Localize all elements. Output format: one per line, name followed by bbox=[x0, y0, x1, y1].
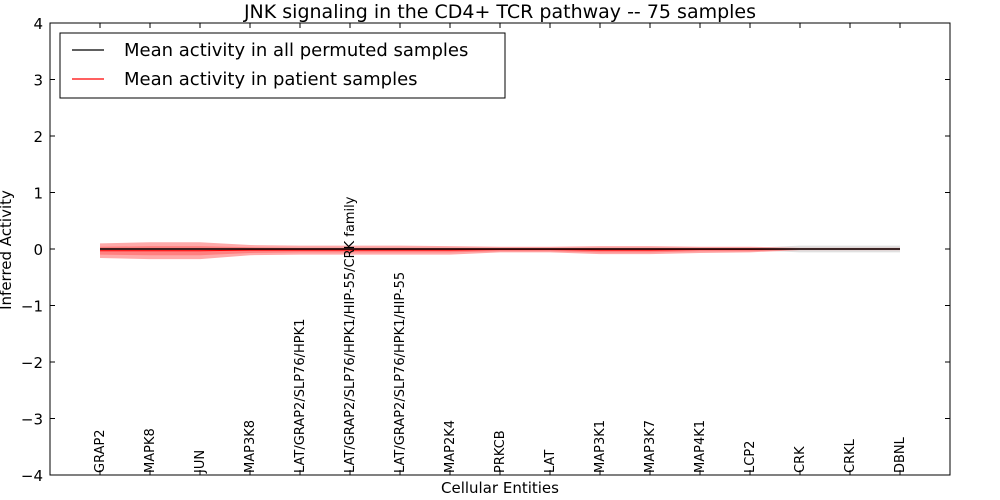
x-tick-label: LCP2 bbox=[743, 441, 758, 473]
x-tick-label: JUN bbox=[193, 450, 208, 474]
x-tick-label: LAT bbox=[543, 450, 558, 473]
y-tick-label: 3 bbox=[33, 72, 43, 90]
x-tick-label: LAT/GRAP2/SLP76/HPK1/HIP-55 bbox=[393, 272, 408, 473]
x-tick-label: LAT/GRAP2/SLP76/HPK1 bbox=[293, 319, 308, 473]
legend: Mean activity in all permuted samples Me… bbox=[59, 32, 506, 99]
x-tick-label: MAPK8 bbox=[143, 428, 158, 473]
y-tick-label: −3 bbox=[21, 411, 43, 429]
x-tick-label: MAP4K1 bbox=[693, 420, 708, 473]
x-tick-label: MAP3K8 bbox=[243, 420, 258, 473]
y-tick-label: −4 bbox=[21, 467, 43, 485]
y-tick-label: 2 bbox=[33, 128, 43, 146]
x-tick-label: GRAP2 bbox=[93, 429, 108, 473]
x-tick-label: MAP2K4 bbox=[443, 420, 458, 473]
x-tick-label: DBNL bbox=[893, 436, 908, 473]
x-tick-label: MAP3K7 bbox=[643, 420, 658, 473]
x-tick-label: PRKCB bbox=[493, 430, 508, 473]
x-tick-label: LAT/GRAP2/SLP76/HPK1/HIP-55/CRK family bbox=[343, 196, 358, 473]
x-tick-label: MAP3K1 bbox=[593, 420, 608, 473]
x-tick-label: CRK bbox=[793, 446, 808, 473]
x-axis-label: Cellular Entities bbox=[441, 479, 559, 497]
y-tick-label: −1 bbox=[21, 298, 43, 316]
y-tick-label: 4 bbox=[33, 15, 43, 33]
legend-frame bbox=[59, 32, 506, 99]
chart-title: JNK signaling in the CD4+ TCR pathway --… bbox=[243, 1, 756, 23]
y-tick-label: −2 bbox=[21, 354, 43, 372]
legend-label-patient: Mean activity in patient samples bbox=[124, 69, 418, 90]
plot-area: −4 −3 −2 −1 0 1 2 3 4 GRAP2 MAPK8 JUN MAP3K8 LAT/GRAP… bbox=[21, 15, 951, 485]
y-axis-label: Inferred Activity bbox=[0, 190, 15, 310]
y-tick-label: 1 bbox=[33, 185, 43, 203]
x-tick-label: CRKL bbox=[843, 438, 858, 473]
legend-label-permuted: Mean activity in all permuted samples bbox=[124, 40, 468, 61]
y-tick-label: 0 bbox=[33, 241, 43, 259]
